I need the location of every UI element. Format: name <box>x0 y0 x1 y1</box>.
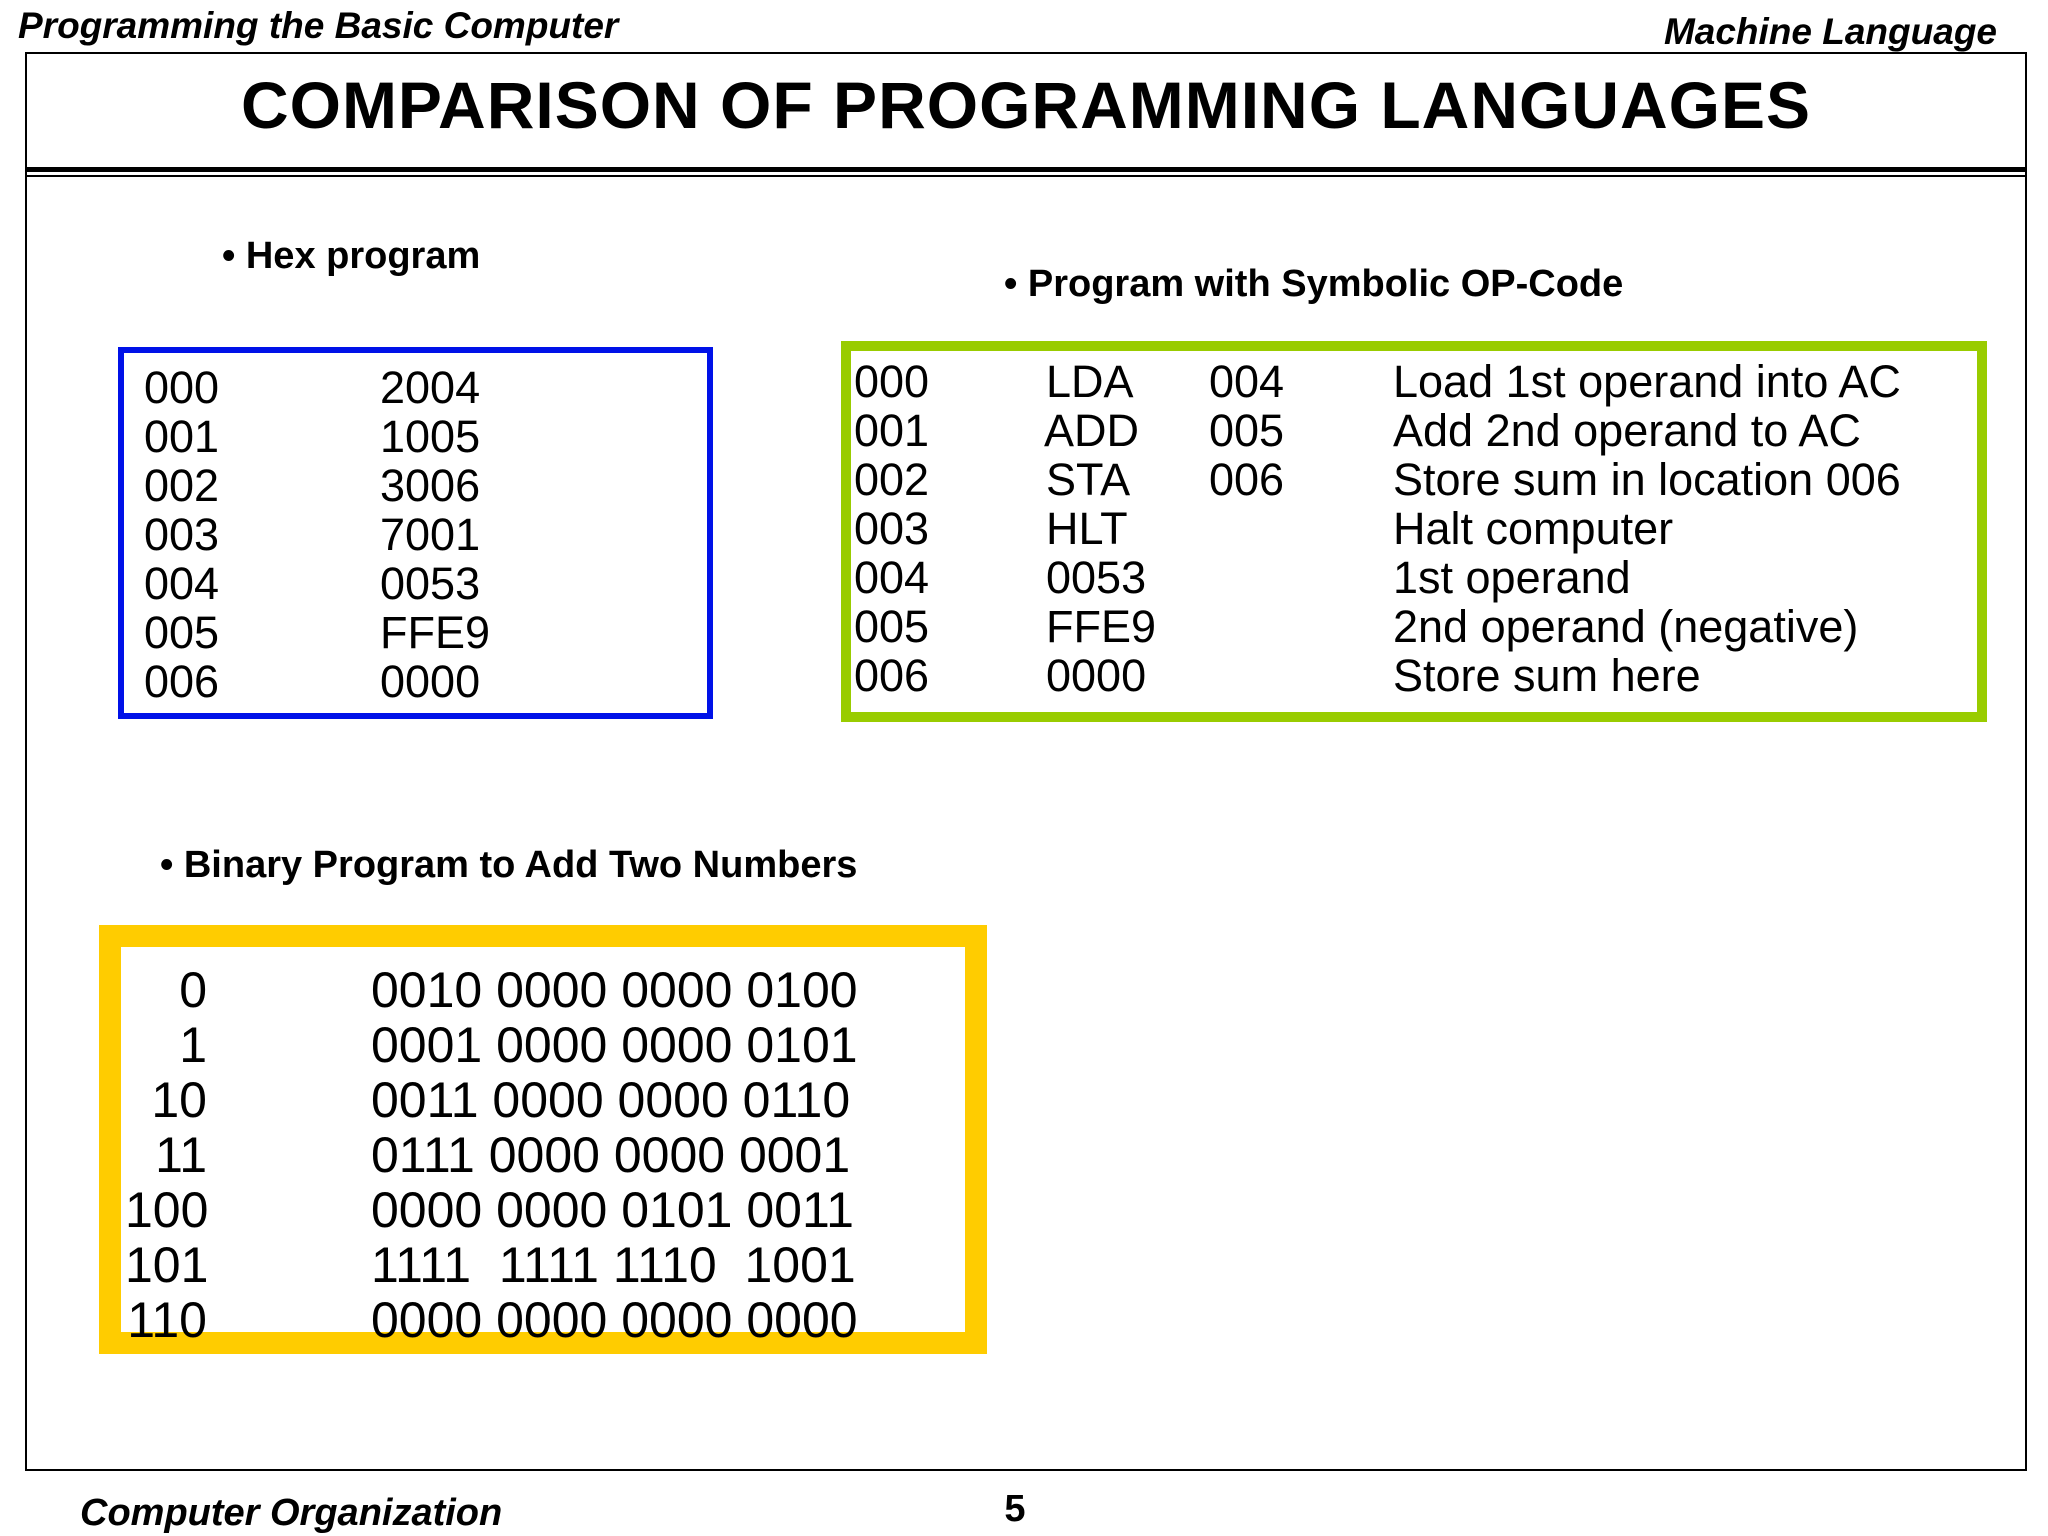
symbolic-operand: 005 <box>1209 405 1285 456</box>
symbolic-address: 001 <box>854 405 930 456</box>
binary-address: 1 <box>179 1017 207 1073</box>
hex-code: FFE9 <box>380 607 491 658</box>
symbolic-address: 000 <box>854 356 930 407</box>
title-rule-thick <box>25 167 2027 172</box>
hex-address: 001 <box>144 411 220 462</box>
symbolic-comment: Store sum in location 006 <box>1393 454 1901 505</box>
slide-frame <box>25 52 2027 1471</box>
binary-address: 10 <box>151 1072 207 1128</box>
symbolic-program-label: • Program with Symbolic OP-Code <box>1004 263 1624 305</box>
symbolic-address: 006 <box>854 650 930 701</box>
header-left-title: Programming the Basic Computer <box>18 5 619 46</box>
binary-code: 0011 0000 0000 0110 <box>371 1072 851 1128</box>
binary-code: 1111 1111 1110 1001 <box>371 1237 856 1293</box>
title-rule-thin <box>25 175 2027 177</box>
symbolic-comment: 2nd operand (negative) <box>1393 601 1859 652</box>
symbolic-opcode: HLT <box>1046 503 1128 554</box>
hex-address: 003 <box>144 509 220 560</box>
symbolic-opcode: FFE9 <box>1046 601 1157 652</box>
binary-program-box: 0 0010 0000 0000 0100 1 0001 0000 0000 0… <box>99 925 987 1354</box>
hex-address: 000 <box>144 362 220 413</box>
symbolic-address: 002 <box>854 454 930 505</box>
page-number: 5 <box>1004 1488 1026 1530</box>
symbolic-comment: Halt computer <box>1393 503 1674 554</box>
binary-code: 0111 0000 0000 0001 <box>371 1127 851 1183</box>
symbolic-comment: 1st operand <box>1393 552 1631 603</box>
symbolic-opcode: LDA <box>1046 356 1134 407</box>
symbolic-address: 004 <box>854 552 930 603</box>
symbolic-address: 003 <box>854 503 930 554</box>
hex-program-label: • Hex program <box>222 235 481 277</box>
binary-address: 101 <box>125 1237 209 1293</box>
hex-address: 005 <box>144 607 220 658</box>
symbolic-program-box: 000 LDA 004 Load 1st operand into AC 001… <box>841 341 1987 722</box>
symbolic-comment: Add 2nd operand to AC <box>1393 405 1861 456</box>
header-right-title: Machine Language <box>1663 11 1997 52</box>
symbolic-opcode: 0000 <box>1046 650 1147 701</box>
hex-code: 3006 <box>380 460 481 511</box>
binary-code: 0010 0000 0000 0100 <box>371 962 858 1018</box>
hex-code: 7001 <box>380 509 481 560</box>
hex-code: 0000 <box>380 656 481 707</box>
symbolic-opcode: ADD <box>1044 405 1140 456</box>
slide-title: COMPARISON OF PROGRAMMING LANGUAGES <box>240 68 1812 142</box>
binary-code: 0000 0000 0000 0000 <box>371 1292 858 1348</box>
symbolic-operand: 006 <box>1209 454 1285 505</box>
footer-course-title: Computer Organization <box>80 1492 503 1534</box>
symbolic-comment: Store sum here <box>1393 650 1701 701</box>
binary-address: 0 <box>179 962 207 1018</box>
hex-code: 2004 <box>380 362 481 413</box>
symbolic-opcode: 0053 <box>1046 552 1147 603</box>
hex-program-box: 000 2004 001 1005 002 3006 003 7001 004 … <box>118 347 713 719</box>
hex-address: 006 <box>144 656 220 707</box>
symbolic-operand: 004 <box>1209 356 1285 407</box>
binary-address: 100 <box>125 1182 209 1238</box>
hex-address: 002 <box>144 460 220 511</box>
binary-code: 0001 0000 0000 0101 <box>371 1017 858 1073</box>
symbolic-comment: Load 1st operand into AC <box>1393 356 1901 407</box>
hex-code: 1005 <box>380 411 481 462</box>
symbolic-opcode: STA <box>1046 454 1131 505</box>
binary-code: 0000 0000 0101 0011 <box>371 1182 854 1238</box>
binary-address: 110 <box>127 1292 207 1348</box>
hex-address: 004 <box>144 558 220 609</box>
symbolic-address: 005 <box>854 601 930 652</box>
binary-address: 11 <box>155 1127 207 1183</box>
hex-code: 0053 <box>380 558 481 609</box>
binary-program-label: • Binary Program to Add Two Numbers <box>160 844 858 886</box>
